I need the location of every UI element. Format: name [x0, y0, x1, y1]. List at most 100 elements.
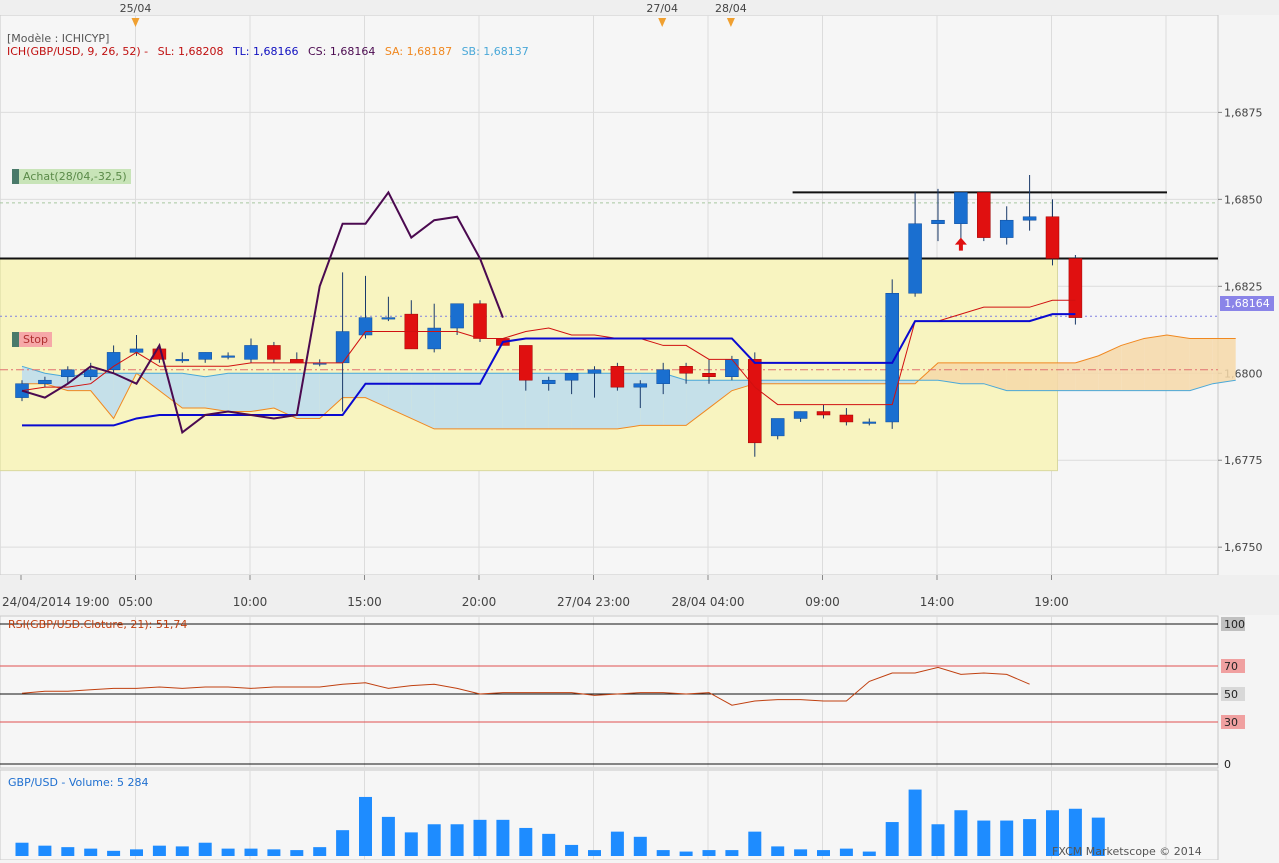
volume-bar[interactable]: [221, 848, 235, 856]
rsi-level-badge: [1221, 659, 1245, 673]
candle[interactable]: [198, 352, 212, 363]
volume-bar[interactable]: [107, 850, 121, 856]
volume-bar[interactable]: [84, 848, 98, 856]
rsi-line[interactable]: [21, 666, 1030, 706]
candle[interactable]: [999, 206, 1014, 245]
candle[interactable]: [610, 362, 625, 391]
candle[interactable]: [862, 418, 877, 426]
tenkan-line[interactable]: [22, 313, 1076, 427]
candle[interactable]: [954, 192, 968, 249]
volume-bar[interactable]: [15, 842, 29, 856]
volume-bar[interactable]: [152, 845, 166, 856]
stop-badge[interactable]: Stop: [12, 332, 53, 347]
volume-bar[interactable]: [404, 832, 418, 856]
candle[interactable]: [839, 408, 854, 426]
candle[interactable]: [793, 411, 808, 422]
candle[interactable]: [519, 345, 533, 391]
volume-bar[interactable]: [130, 849, 143, 856]
senkou-span-b-line[interactable]: [21, 365, 1236, 392]
volume-bar[interactable]: [267, 849, 281, 856]
candle[interactable]: [1045, 199, 1060, 266]
candle[interactable]: [977, 192, 991, 242]
candle-body: [999, 219, 1014, 238]
candle[interactable]: [679, 362, 693, 384]
volume-bar[interactable]: [1091, 817, 1105, 856]
volume-bar[interactable]: [931, 824, 945, 856]
candle[interactable]: [587, 366, 602, 398]
candle[interactable]: [38, 376, 52, 388]
volume-bar[interactable]: [519, 827, 533, 856]
volume-bar[interactable]: [656, 850, 670, 856]
volume-bar[interactable]: [1046, 810, 1059, 856]
achat-badge[interactable]: Achat(28/04,-32,5): [12, 169, 131, 184]
volume-bar[interactable]: [61, 847, 75, 856]
candle[interactable]: [908, 192, 922, 297]
volume-bar[interactable]: [794, 849, 808, 856]
volume-bar[interactable]: [885, 822, 899, 856]
kijun-line[interactable]: [21, 299, 1076, 406]
volume-bar[interactable]: [588, 850, 601, 856]
candle[interactable]: [564, 373, 579, 395]
volume-bar[interactable]: [702, 850, 716, 856]
candle[interactable]: [335, 272, 350, 412]
senkou-span-a-line[interactable]: [22, 334, 1236, 430]
volume-bar[interactable]: [817, 850, 830, 856]
volume-bar[interactable]: [244, 848, 258, 856]
volume-bar[interactable]: [977, 820, 991, 856]
candle[interactable]: [221, 352, 235, 360]
volume-bar[interactable]: [427, 824, 441, 856]
volume-bar[interactable]: [725, 850, 739, 856]
volume-bar[interactable]: [359, 796, 372, 856]
volume-bar[interactable]: [198, 842, 212, 856]
volume-bar[interactable]: [473, 819, 487, 856]
rsi-level-label: 70: [1224, 660, 1238, 673]
candle[interactable]: [106, 345, 121, 374]
candle[interactable]: [748, 352, 762, 457]
volume-bar[interactable]: [1023, 819, 1037, 856]
candle[interactable]: [633, 380, 648, 409]
candle[interactable]: [816, 404, 831, 419]
volume-bar[interactable]: [954, 810, 968, 856]
volume-bar[interactable]: [633, 836, 647, 856]
volume-bar[interactable]: [175, 846, 189, 856]
candle[interactable]: [61, 366, 75, 384]
volume-bar[interactable]: [1068, 808, 1082, 856]
candle[interactable]: [656, 362, 670, 395]
candle[interactable]: [358, 275, 373, 339]
volume-bar[interactable]: [450, 824, 464, 856]
candle[interactable]: [244, 338, 258, 363]
candle[interactable]: [1068, 255, 1083, 325]
volume-bar[interactable]: [336, 830, 350, 856]
candle[interactable]: [473, 300, 487, 342]
volume-bar[interactable]: [862, 851, 876, 856]
candle[interactable]: [450, 303, 464, 335]
candle[interactable]: [381, 296, 396, 322]
candle[interactable]: [770, 418, 785, 440]
candle[interactable]: [427, 303, 441, 353]
buy-arrow[interactable]: [954, 237, 967, 251]
candle[interactable]: [702, 359, 716, 384]
chikou-line[interactable]: [21, 190, 504, 435]
volume-bar[interactable]: [565, 844, 579, 856]
candle[interactable]: [541, 376, 556, 391]
rsi-panel[interactable]: [0, 615, 1219, 769]
volume-bar[interactable]: [748, 831, 762, 856]
volume-bar[interactable]: [290, 850, 304, 856]
volume-bar[interactable]: [679, 851, 693, 856]
candle[interactable]: [1022, 175, 1037, 231]
candle[interactable]: [931, 188, 945, 242]
volume-bar[interactable]: [839, 848, 853, 856]
volume-bar[interactable]: [771, 846, 785, 856]
volume-bar[interactable]: [542, 833, 556, 856]
volume-bar[interactable]: [313, 847, 327, 856]
volume-bar[interactable]: [496, 819, 510, 856]
volume-bar[interactable]: [610, 831, 624, 856]
candle[interactable]: [267, 341, 281, 363]
volume-bar[interactable]: [38, 845, 52, 856]
volume-bar[interactable]: [381, 816, 395, 856]
candle-body: [198, 352, 212, 360]
volume-bar[interactable]: [908, 789, 922, 856]
volume-bar[interactable]: [1000, 820, 1014, 856]
candle[interactable]: [175, 352, 190, 363]
